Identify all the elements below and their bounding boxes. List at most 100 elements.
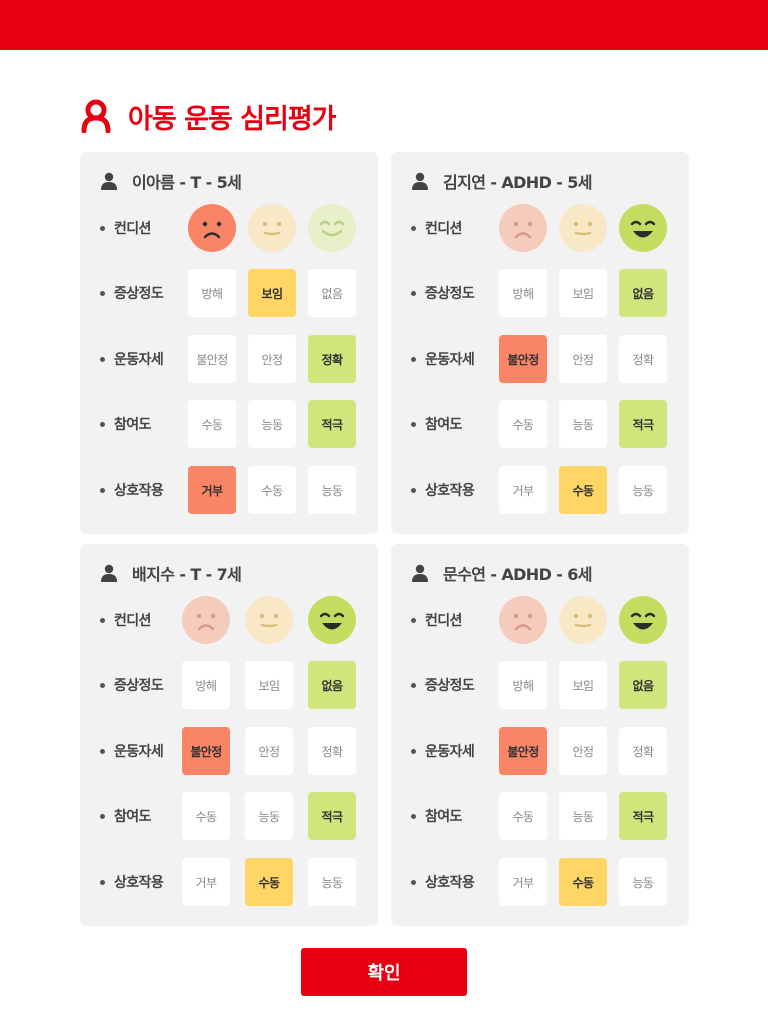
option-button[interactable]: 수동: [499, 792, 547, 840]
option-button[interactable]: 수동: [245, 858, 293, 906]
row-label: 운동자세: [100, 335, 164, 383]
option-button[interactable]: 보임: [559, 661, 607, 709]
option-button[interactable]: 없음: [308, 661, 356, 709]
option-button[interactable]: 정확: [619, 335, 667, 383]
option-button[interactable]: 능동: [248, 400, 296, 448]
option-button[interactable]: 불안정: [499, 727, 547, 775]
row-label-text: 증상정도: [425, 678, 475, 694]
confirm-button[interactable]: 확인: [301, 948, 467, 996]
assessment-row: 운동자세 불안정 안정 정확: [391, 727, 689, 775]
option-button[interactable]: 안정: [559, 727, 607, 775]
row-label-text: 컨디션: [425, 613, 462, 629]
bullet-icon: [100, 421, 105, 427]
option-button[interactable]: 수동: [188, 400, 236, 448]
option-button[interactable]: 없음: [619, 269, 667, 317]
happy-face-icon[interactable]: [619, 596, 667, 644]
option-button[interactable]: 방해: [499, 269, 547, 317]
option-button[interactable]: 수동: [248, 466, 296, 514]
row-label-text: 상호작용: [425, 875, 475, 891]
option-button[interactable]: 수동: [182, 792, 230, 840]
happy-face-icon[interactable]: [308, 596, 356, 644]
option-button[interactable]: 방해: [182, 661, 230, 709]
option-button[interactable]: 없음: [619, 661, 667, 709]
option-button[interactable]: 보임: [559, 269, 607, 317]
option-button[interactable]: 불안정: [182, 727, 230, 775]
assessment-row: 참여도 수동 능동 적극: [391, 400, 689, 448]
row-label: 컨디션: [100, 204, 151, 252]
option-button[interactable]: 수동: [559, 466, 607, 514]
option-button[interactable]: 능동: [559, 792, 607, 840]
option-button[interactable]: 정확: [308, 727, 356, 775]
option-button[interactable]: 적극: [619, 792, 667, 840]
option-button[interactable]: 능동: [559, 400, 607, 448]
option-button[interactable]: 거부: [182, 858, 230, 906]
row-label: 상호작용: [100, 858, 164, 906]
neutral-face-icon[interactable]: [248, 204, 296, 252]
row-label-text: 증상정도: [114, 286, 164, 302]
option-button[interactable]: 정확: [308, 335, 356, 383]
card-header: 김지연 - ADHD - 5세: [411, 170, 593, 192]
option-button[interactable]: 안정: [245, 727, 293, 775]
neutral-face-icon[interactable]: [559, 596, 607, 644]
bullet-icon: [411, 748, 416, 754]
assessment-row: 증상정도 방해 보임 없음: [391, 661, 689, 709]
option-button[interactable]: 거부: [499, 858, 547, 906]
child-name: 김지연 - ADHD - 5세: [443, 173, 593, 192]
assessment-row: 컨디션: [391, 204, 689, 252]
option-button[interactable]: 수동: [499, 400, 547, 448]
happy-face-icon[interactable]: [619, 204, 667, 252]
row-label: 상호작용: [411, 858, 475, 906]
sad-face-icon[interactable]: [499, 596, 547, 644]
option-button[interactable]: 방해: [188, 269, 236, 317]
row-label: 증상정도: [100, 269, 164, 317]
sad-face-icon[interactable]: [499, 204, 547, 252]
option-button[interactable]: 능동: [619, 466, 667, 514]
option-button[interactable]: 보임: [245, 661, 293, 709]
option-button[interactable]: 수동: [559, 858, 607, 906]
option-button[interactable]: 불안정: [188, 335, 236, 383]
row-label-text: 컨디션: [114, 613, 151, 629]
row-label: 컨디션: [411, 596, 462, 644]
child-card: 문수연 - ADHD - 6세 컨디션 증상정도 방해 보임 없음 운동자세 불안정 안정…: [391, 544, 689, 926]
sad-face-icon[interactable]: [182, 596, 230, 644]
neutral-face-icon[interactable]: [245, 596, 293, 644]
bullet-icon: [100, 290, 105, 296]
sad-face-icon[interactable]: [188, 204, 236, 252]
option-button[interactable]: 정확: [619, 727, 667, 775]
option-button[interactable]: 보임: [248, 269, 296, 317]
bullet-icon: [411, 225, 416, 231]
assessment-row: 컨디션: [80, 204, 378, 252]
bullet-icon: [100, 225, 105, 231]
option-button[interactable]: 능동: [619, 858, 667, 906]
option-button[interactable]: 불안정: [499, 335, 547, 383]
top-bar: [0, 0, 768, 50]
option-button[interactable]: 능동: [308, 466, 356, 514]
option-button[interactable]: 거부: [499, 466, 547, 514]
row-label-text: 참여도: [114, 417, 151, 433]
assessment-row: 상호작용 거부 수동 능동: [391, 858, 689, 906]
option-button[interactable]: 안정: [248, 335, 296, 383]
child-card: 김지연 - ADHD - 5세 컨디션 증상정도 방해 보임 없음 운동자세 불안정 안정…: [391, 152, 689, 534]
card-header: 배지수 - T - 7세: [100, 562, 242, 584]
assessment-row: 상호작용 거부 수동 능동: [80, 858, 378, 906]
option-button[interactable]: 능동: [308, 858, 356, 906]
neutral-face-icon[interactable]: [559, 204, 607, 252]
option-button[interactable]: 적극: [308, 792, 356, 840]
child-name: 이아름 - T - 5세: [132, 173, 242, 192]
child-card: 배지수 - T - 7세 컨디션 증상정도 방해 보임 없음 운동자세 불안정 안정 정확 …: [80, 544, 378, 926]
user-outline-icon: [81, 99, 111, 133]
bullet-icon: [411, 290, 416, 296]
option-button[interactable]: 방해: [499, 661, 547, 709]
option-button[interactable]: 적극: [619, 400, 667, 448]
option-button[interactable]: 안정: [559, 335, 607, 383]
assessment-row: 상호작용 거부 수동 능동: [80, 466, 378, 514]
bullet-icon: [100, 682, 105, 688]
option-button[interactable]: 거부: [188, 466, 236, 514]
happy-face-icon[interactable]: [308, 204, 356, 252]
bullet-icon: [100, 879, 105, 885]
option-button[interactable]: 적극: [308, 400, 356, 448]
option-button[interactable]: 없음: [308, 269, 356, 317]
child-name: 문수연 - ADHD - 6세: [443, 565, 593, 584]
option-button[interactable]: 능동: [245, 792, 293, 840]
row-label-text: 운동자세: [425, 352, 475, 368]
